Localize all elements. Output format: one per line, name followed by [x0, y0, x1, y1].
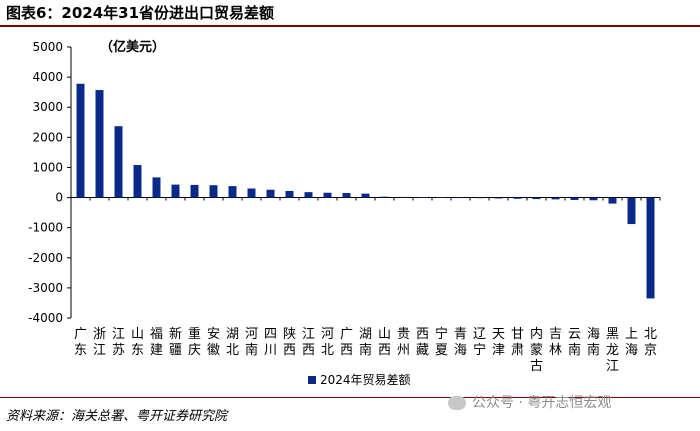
y-tick-label: 4000 — [32, 70, 63, 84]
y-tick-label: -2000 — [28, 251, 63, 265]
bar — [133, 165, 142, 198]
x-tick-label: 云南 — [568, 327, 581, 358]
bar — [589, 197, 598, 201]
bar — [247, 188, 256, 198]
x-tick-label: 新疆 — [169, 326, 182, 358]
bar — [608, 197, 617, 204]
bar — [304, 192, 313, 198]
bar — [361, 193, 370, 198]
bar — [152, 177, 161, 198]
y-tick-label: 1000 — [32, 160, 63, 174]
x-tick-label: 安徽 — [207, 327, 220, 358]
y-tick-label: 0 — [55, 191, 63, 205]
x-tick-label: 浙江 — [93, 327, 106, 358]
bar — [570, 197, 579, 200]
x-tick-label: 西藏 — [416, 327, 429, 358]
bar — [76, 83, 85, 198]
title-divider — [0, 25, 700, 27]
legend-label: 2024年贸易差额 — [320, 373, 411, 387]
wechat-icon — [448, 396, 466, 410]
bar — [456, 197, 465, 199]
bar — [114, 126, 123, 198]
bar — [266, 189, 275, 198]
y-tick-label: -4000 — [28, 311, 63, 325]
x-tick-label: 河南 — [245, 327, 258, 358]
watermark: 公众号 · 粤开志恒宏观 — [448, 392, 611, 412]
y-axis: 5000 4000 3000 2000 1000 0 -1000 -2000 -3000 -400… — [28, 40, 660, 325]
x-tick-label: 黑龙江 — [606, 327, 619, 374]
chart-title: 图表6：2024年31省份进出口贸易差额 — [6, 4, 275, 22]
bars — [76, 83, 661, 299]
x-tick-label: 甘肃 — [511, 327, 524, 358]
footer-divider — [0, 397, 700, 398]
legend-swatch — [308, 376, 316, 384]
x-tick-label: 广西 — [340, 327, 353, 358]
bar — [646, 197, 655, 299]
x-tick-label: 青海 — [454, 327, 467, 358]
bar — [228, 186, 237, 198]
x-tick-label: 宁夏 — [435, 326, 448, 358]
x-tick-label: 天津 — [492, 327, 505, 358]
x-tick-label: 江西 — [302, 327, 315, 358]
x-tick-label: 上海 — [625, 327, 638, 358]
legend: 2024年贸易差额 — [308, 373, 411, 387]
bar — [627, 197, 636, 225]
x-tick-label: 山西 — [378, 327, 391, 358]
bar — [95, 90, 104, 198]
bar — [475, 197, 484, 199]
source-note: 资料来源：海关总署、粤开证券研究院 — [6, 409, 228, 424]
y-tick-label: 5000 — [32, 40, 63, 54]
x-tick-label: 内蒙古 — [530, 326, 543, 374]
bar — [532, 197, 541, 200]
x-tick-label: 陕西 — [283, 327, 296, 358]
x-tick-label: 辽宁 — [473, 327, 486, 358]
x-tick-label: 山东 — [131, 327, 144, 358]
bar — [190, 184, 199, 198]
bar — [551, 197, 560, 200]
x-tick-label: 广东 — [74, 327, 87, 358]
y-tick-label: -3000 — [28, 281, 63, 295]
x-tick-label: 四川 — [264, 327, 277, 358]
x-tick-label: 重庆 — [188, 326, 201, 358]
y-tick-label: 3000 — [32, 100, 63, 114]
bar — [494, 197, 503, 199]
x-tick-label: 海南 — [587, 327, 600, 358]
bar — [342, 193, 351, 198]
bar — [418, 197, 427, 198]
x-axis-labels: 广东浙江江苏山东福建新疆重庆安徽湖北河南四川陕西江西河北广西湖南山西贵州西藏宁夏… — [74, 326, 657, 374]
unit-label: （亿美元） — [100, 39, 165, 55]
bar — [171, 184, 180, 198]
bar — [513, 197, 522, 199]
x-tick-label: 湖北 — [226, 327, 239, 358]
y-tick-label: -1000 — [28, 221, 63, 235]
bar — [437, 197, 446, 199]
x-tick-label: 吉林 — [549, 327, 562, 358]
bar — [209, 185, 218, 198]
x-tick-label: 贵州 — [397, 327, 410, 358]
x-tick-label: 北京 — [644, 327, 657, 358]
bar — [323, 192, 332, 198]
bar — [380, 196, 389, 198]
x-tick-label: 湖南 — [359, 327, 372, 358]
watermark-text: 公众号 · 粤开志恒宏观 — [472, 395, 612, 411]
y-tick-label: 2000 — [32, 130, 63, 144]
x-tick-label: 河北 — [321, 327, 334, 358]
bar — [285, 190, 294, 198]
bar — [399, 196, 408, 198]
x-tick-label: 江苏 — [112, 327, 125, 358]
x-tick-label: 福建 — [150, 327, 163, 358]
